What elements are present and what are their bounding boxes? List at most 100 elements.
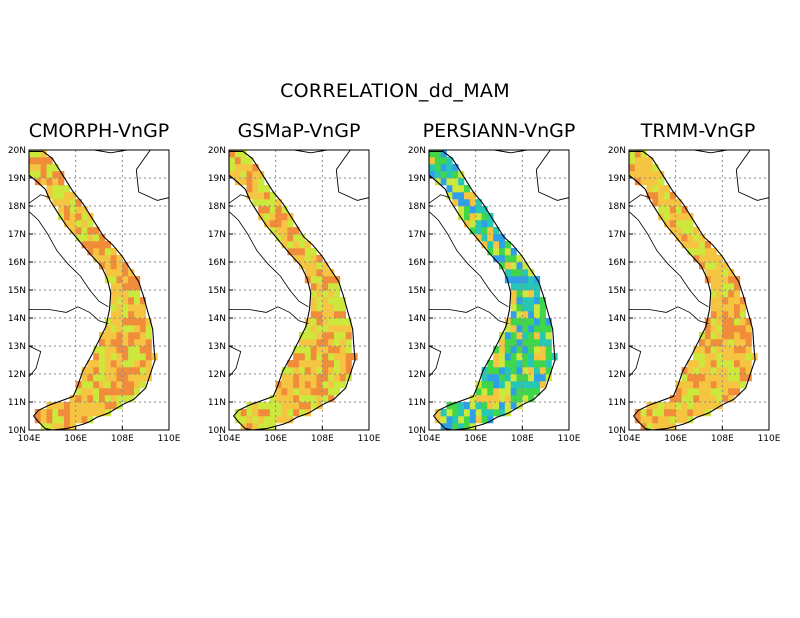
grid-cell [699,360,706,368]
grid-cell [534,346,541,354]
grid-cell [122,276,129,284]
grid-cell [504,318,511,326]
grid-cell [316,332,323,340]
grid-cell [669,213,676,221]
grid-cell [322,269,329,277]
grid-cell [128,346,135,354]
grid-cell [299,339,306,347]
grid-cell [710,381,717,389]
grid-cell [728,297,735,305]
grid-cell [516,367,523,375]
grid-cell [116,374,123,382]
grid-cell [487,388,494,396]
grid-cell [664,192,671,200]
grid-cell [458,409,465,417]
grid-cell [728,395,735,403]
grid-cell [539,311,546,319]
grid-cell [716,311,723,319]
grid-cell [652,409,659,417]
grid-cell [87,213,94,221]
graticule [229,150,369,430]
country-border [229,306,309,324]
grid-cell [316,402,323,410]
grid-cell [469,220,476,228]
grid-cell [299,346,306,354]
grid-cell [128,269,135,277]
grid-cell [522,374,529,382]
grid-cell [52,409,59,417]
grid-cell [122,297,129,305]
grid-cell [504,402,511,410]
grid-cell [104,318,111,326]
grid-cell [646,164,653,172]
lat-tick-label: 12N [208,370,226,380]
grid-cell [293,255,300,263]
grid-cell [34,150,41,158]
grid-cell [122,269,129,277]
grid-cell [339,346,346,354]
grid-cell [745,353,752,361]
grid-cell [110,339,117,347]
grid-cell [652,199,659,207]
grid-cell [116,353,123,361]
panel-title-gsmap: GSMaP-VnGP [237,120,361,142]
grid-cell [510,318,517,326]
lat-tick-label: 17N [608,230,626,240]
grid-cell [116,304,123,312]
grid-cell [481,416,488,424]
grid-cell [434,178,441,186]
grid-cell [745,346,752,354]
grid-cell [116,290,123,298]
grid-cell [110,388,117,396]
grid-cell [429,150,436,158]
grid-cell [304,248,311,256]
grid-cell [87,388,94,396]
country-border [429,306,509,324]
grid-cell [345,339,352,347]
grid-cell [122,283,129,291]
grid-cell [99,402,106,410]
grid-cell [652,164,659,172]
grid-cell [728,339,735,347]
grid-cell [322,276,329,284]
grid-cell [328,283,335,291]
hainan-coastline [335,149,370,201]
grid-cell [693,388,700,396]
grid-cell [116,269,123,277]
grid-cell [310,381,317,389]
grid-cell [664,185,671,193]
grid-cell [275,402,282,410]
grid-cell [293,346,300,354]
grid-cell [499,395,506,403]
grid-cell [116,381,123,389]
grid-cell [110,395,117,403]
grid-cell [134,304,141,312]
grid-cell [469,192,476,200]
grid-cell [687,381,694,389]
grid-cell [693,241,700,249]
map-panel-persiann: 10N 11N 12N 13N 14N 15N 16N 17N 18N 19N 20N 104E 106… [408,146,581,444]
grid-cell [234,409,241,417]
grid-cell [528,304,535,312]
grid-cell [722,367,729,375]
grid-cell [310,374,317,382]
grid-cell [704,409,711,417]
grid-cell [734,318,741,326]
grid-cell [534,353,541,361]
grid-cell [722,269,729,277]
grid-cell [664,199,671,207]
grid-cell [334,353,341,361]
grid-cell [499,339,506,347]
grid-cell [693,255,700,263]
grid-cell [81,234,88,242]
grid-cell [139,318,146,326]
grid-cell [675,402,682,410]
grid-cell [534,325,541,333]
grid-cell [664,402,671,410]
grid-cell [699,367,706,375]
grid-cell [475,220,482,228]
grid-cell [275,227,282,235]
grid-cell [452,171,459,179]
grid-cell [264,409,271,417]
grid-cell [310,332,317,340]
